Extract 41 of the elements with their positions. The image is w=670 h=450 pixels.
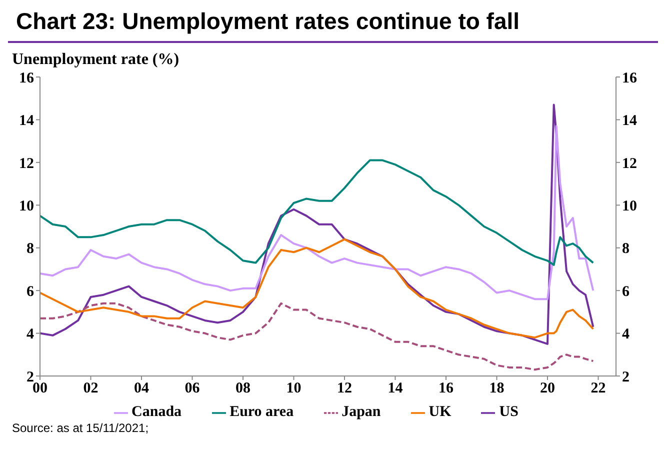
y2-tick-label: 12 bbox=[622, 156, 637, 172]
y2-tick-label: 10 bbox=[622, 198, 637, 214]
x-tick-label: 00 bbox=[32, 380, 48, 397]
y-tick-label: 16 bbox=[19, 70, 34, 86]
y2-tick-label: 14 bbox=[622, 113, 638, 130]
x-tick-label: 06 bbox=[184, 380, 200, 397]
y2-tick-label: 16 bbox=[622, 70, 638, 86]
legend-label: Euro area bbox=[230, 404, 294, 420]
line-series bbox=[40, 159, 594, 266]
x-tick-label: 10 bbox=[286, 380, 302, 397]
x-tick-label: 02 bbox=[83, 380, 98, 397]
line-series bbox=[40, 104, 594, 345]
y2-tick-label: 4 bbox=[622, 326, 630, 343]
y-tick-label: 12 bbox=[19, 156, 34, 172]
y-tick-label: 8 bbox=[26, 241, 34, 258]
legend-label: Japan bbox=[342, 404, 381, 420]
x-tick-label: 18 bbox=[489, 380, 504, 397]
source-note: Source: as at 15/11/2021; bbox=[12, 421, 150, 435]
y2-tick-label: 6 bbox=[622, 284, 630, 300]
y-axis-title: Unemployment rate (%) bbox=[12, 51, 180, 69]
x-tick-label: 14 bbox=[388, 380, 404, 397]
line-series bbox=[40, 302, 594, 371]
chart-title: Chart 23: Unemployment rates continue to fall bbox=[8, 8, 658, 43]
legend-label: Canada bbox=[132, 404, 182, 420]
y-tick-label: 2 bbox=[26, 369, 34, 386]
y2-tick-label: 2 bbox=[622, 369, 630, 386]
x-tick-label: 20 bbox=[540, 380, 555, 397]
x-tick-label: 16 bbox=[438, 380, 454, 397]
x-tick-label: 12 bbox=[336, 380, 352, 397]
x-tick-label: 04 bbox=[134, 380, 150, 397]
x-tick-label: 22 bbox=[590, 380, 606, 397]
legend-label: US bbox=[499, 404, 518, 420]
y-tick-label: 6 bbox=[26, 284, 34, 300]
line-series bbox=[40, 125, 594, 300]
line-series bbox=[40, 238, 594, 339]
legend-label: UK bbox=[428, 404, 452, 420]
x-tick-label: 08 bbox=[235, 380, 250, 397]
y2-tick-label: 8 bbox=[622, 241, 630, 258]
y-tick-label: 10 bbox=[19, 198, 34, 214]
y-tick-label: 4 bbox=[26, 326, 34, 343]
y-tick-label: 14 bbox=[19, 113, 34, 130]
